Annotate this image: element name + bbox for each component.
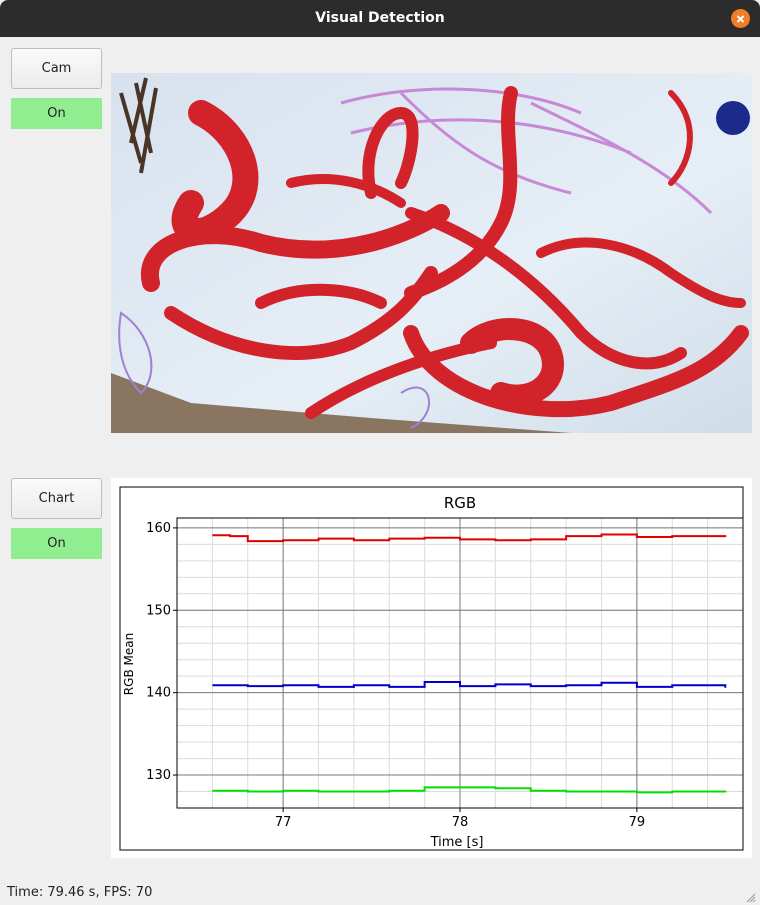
y-tick-label: 160 <box>146 521 171 536</box>
y-axis-label: RGB Mean <box>122 633 136 695</box>
y-tick-label: 130 <box>146 768 171 783</box>
plot-area <box>176 517 744 809</box>
x-tick-label: 78 <box>452 815 469 830</box>
chart-series <box>212 533 727 794</box>
title-bar: Visual Detection <box>0 0 760 37</box>
chart-state-badge: On <box>11 528 102 559</box>
y-tick-label: 140 <box>146 686 171 701</box>
chart-ticks: 77 78 79 130 140 150 160 <box>146 521 645 830</box>
series-line-2 <box>212 786 727 794</box>
chart-panel: 77 78 79 130 140 150 160 RGB Time [s] RGB Mean <box>111 478 752 858</box>
cam-state-badge: On <box>11 98 102 129</box>
camera-image <box>111 73 752 433</box>
rgb-chart: 77 78 79 130 140 150 160 RGB Time [s] RGB Mean <box>119 486 744 851</box>
series-line-0 <box>212 533 727 543</box>
x-tick-label: 79 <box>629 815 646 830</box>
resize-grip-icon[interactable] <box>746 893 756 903</box>
close-icon[interactable] <box>731 9 750 28</box>
series-line-1 <box>212 680 727 688</box>
y-tick-label: 150 <box>146 603 171 618</box>
status-text: Time: 79.46 s, FPS: 70 <box>7 885 153 900</box>
x-tick-label: 77 <box>275 815 292 830</box>
chart-button[interactable]: Chart <box>11 478 102 519</box>
chart-title: RGB <box>444 494 476 512</box>
camera-view <box>111 73 752 433</box>
cam-button[interactable]: Cam <box>11 48 102 89</box>
x-axis-label: Time [s] <box>430 835 484 850</box>
chart-frame <box>119 486 744 851</box>
window-title: Visual Detection <box>315 10 445 26</box>
